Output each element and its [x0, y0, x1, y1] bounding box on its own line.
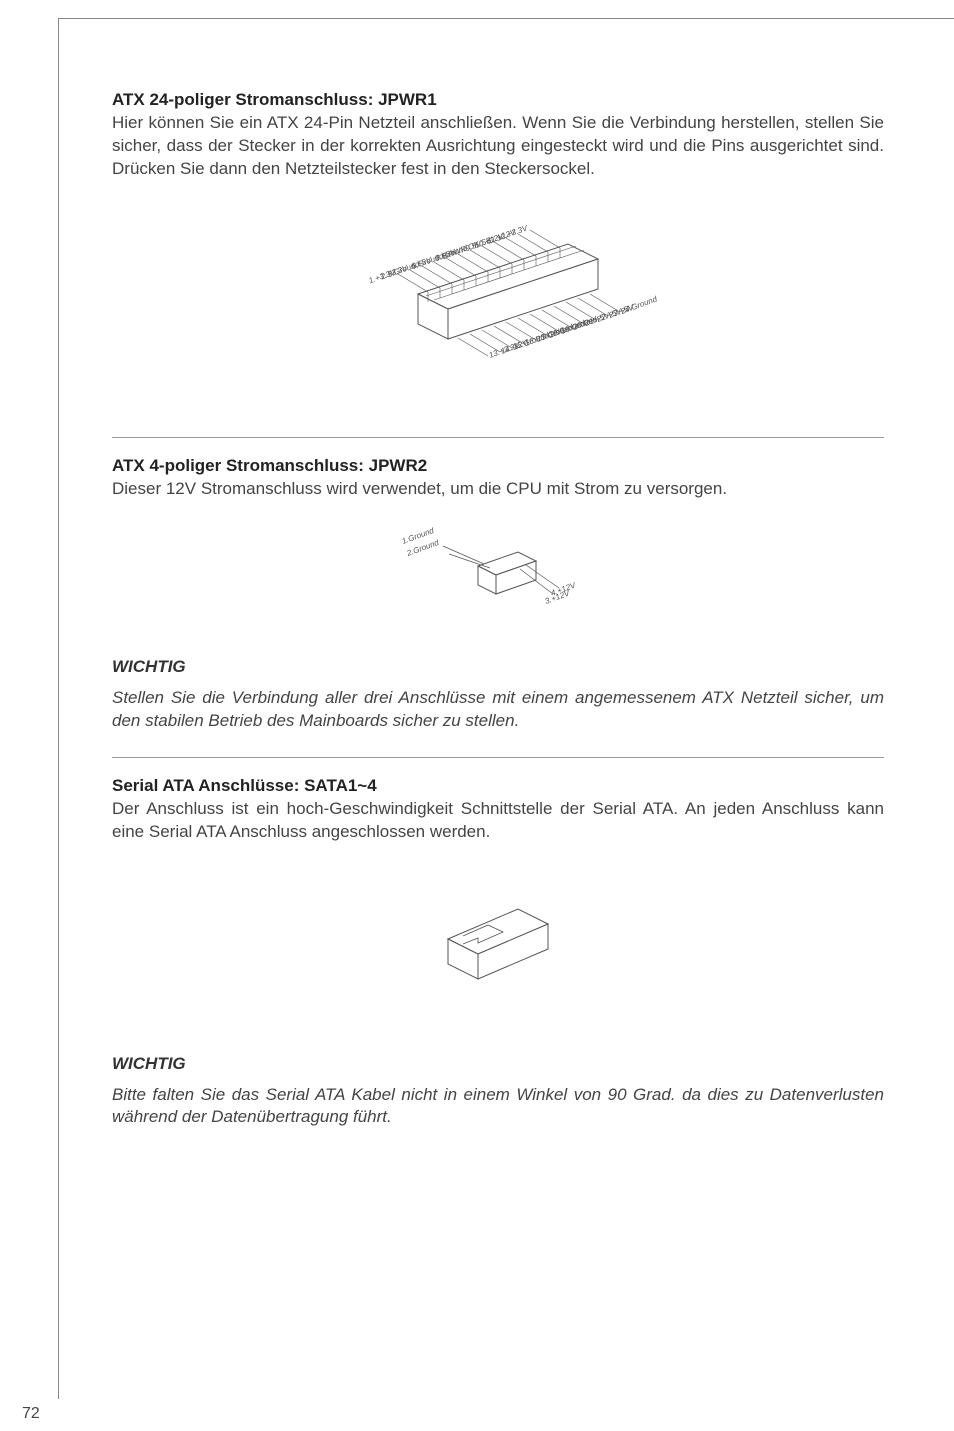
page-number: 72 — [22, 1405, 40, 1423]
jpwr1-connector-svg: 12.+3.3V11.+12V10.+12V9.5VSB8.PWR OK7.Gr… — [308, 199, 688, 409]
jpwr1-right-pin-11: 13.+3.3V — [488, 340, 522, 360]
body-jpwr2: Dieser 12V Stromanschluss wird verwendet… — [112, 478, 884, 501]
sata-connector-svg — [413, 884, 583, 994]
section-wichtig2: WICHTIG Bitte falten Sie das Serial ATA … — [112, 1054, 884, 1130]
body-jpwr1: Hier können Sie ein ATX 24-Pin Netzteil … — [112, 112, 884, 181]
section-wichtig1: WICHTIG Stellen Sie die Verbindung aller… — [112, 657, 884, 733]
diagram-jpwr1: 12.+3.3V11.+12V10.+12V9.5VSB8.PWR OK7.Gr… — [112, 199, 884, 409]
jpwr2-connector-svg: 1.Ground 2.Ground 3.+12V 4.+12V — [388, 519, 608, 629]
heading-wichtig2: WICHTIG — [112, 1054, 884, 1074]
page-content: ATX 24-poliger Stromanschluss: JPWR1 Hie… — [112, 90, 884, 1153]
section-jpwr2: ATX 4-poliger Stromanschluss: JPWR2 Dies… — [112, 456, 884, 629]
divider-1 — [112, 437, 884, 438]
heading-wichtig1: WICHTIG — [112, 657, 884, 677]
body-wichtig2: Bitte falten Sie das Serial ATA Kabel ni… — [112, 1084, 884, 1130]
divider-2 — [112, 757, 884, 758]
heading-jpwr2: ATX 4-poliger Stromanschluss: JPWR2 — [112, 456, 884, 476]
heading-jpwr1: ATX 24-poliger Stromanschluss: JPWR1 — [112, 90, 884, 110]
section-sata: Serial ATA Anschlüsse: SATA1~4 Der Ansch… — [112, 776, 884, 994]
section-jpwr1: ATX 24-poliger Stromanschluss: JPWR1 Hie… — [112, 90, 884, 409]
diagram-sata — [112, 884, 884, 994]
body-sata: Der Anschluss ist ein hoch-Geschwindigke… — [112, 798, 884, 844]
diagram-jpwr2: 1.Ground 2.Ground 3.+12V 4.+12V — [112, 519, 884, 629]
heading-sata: Serial ATA Anschlüsse: SATA1~4 — [112, 776, 884, 796]
body-wichtig1: Stellen Sie die Verbindung aller drei An… — [112, 687, 884, 733]
jpwr1-left-pin-11: 1.+3.3V — [367, 267, 397, 285]
